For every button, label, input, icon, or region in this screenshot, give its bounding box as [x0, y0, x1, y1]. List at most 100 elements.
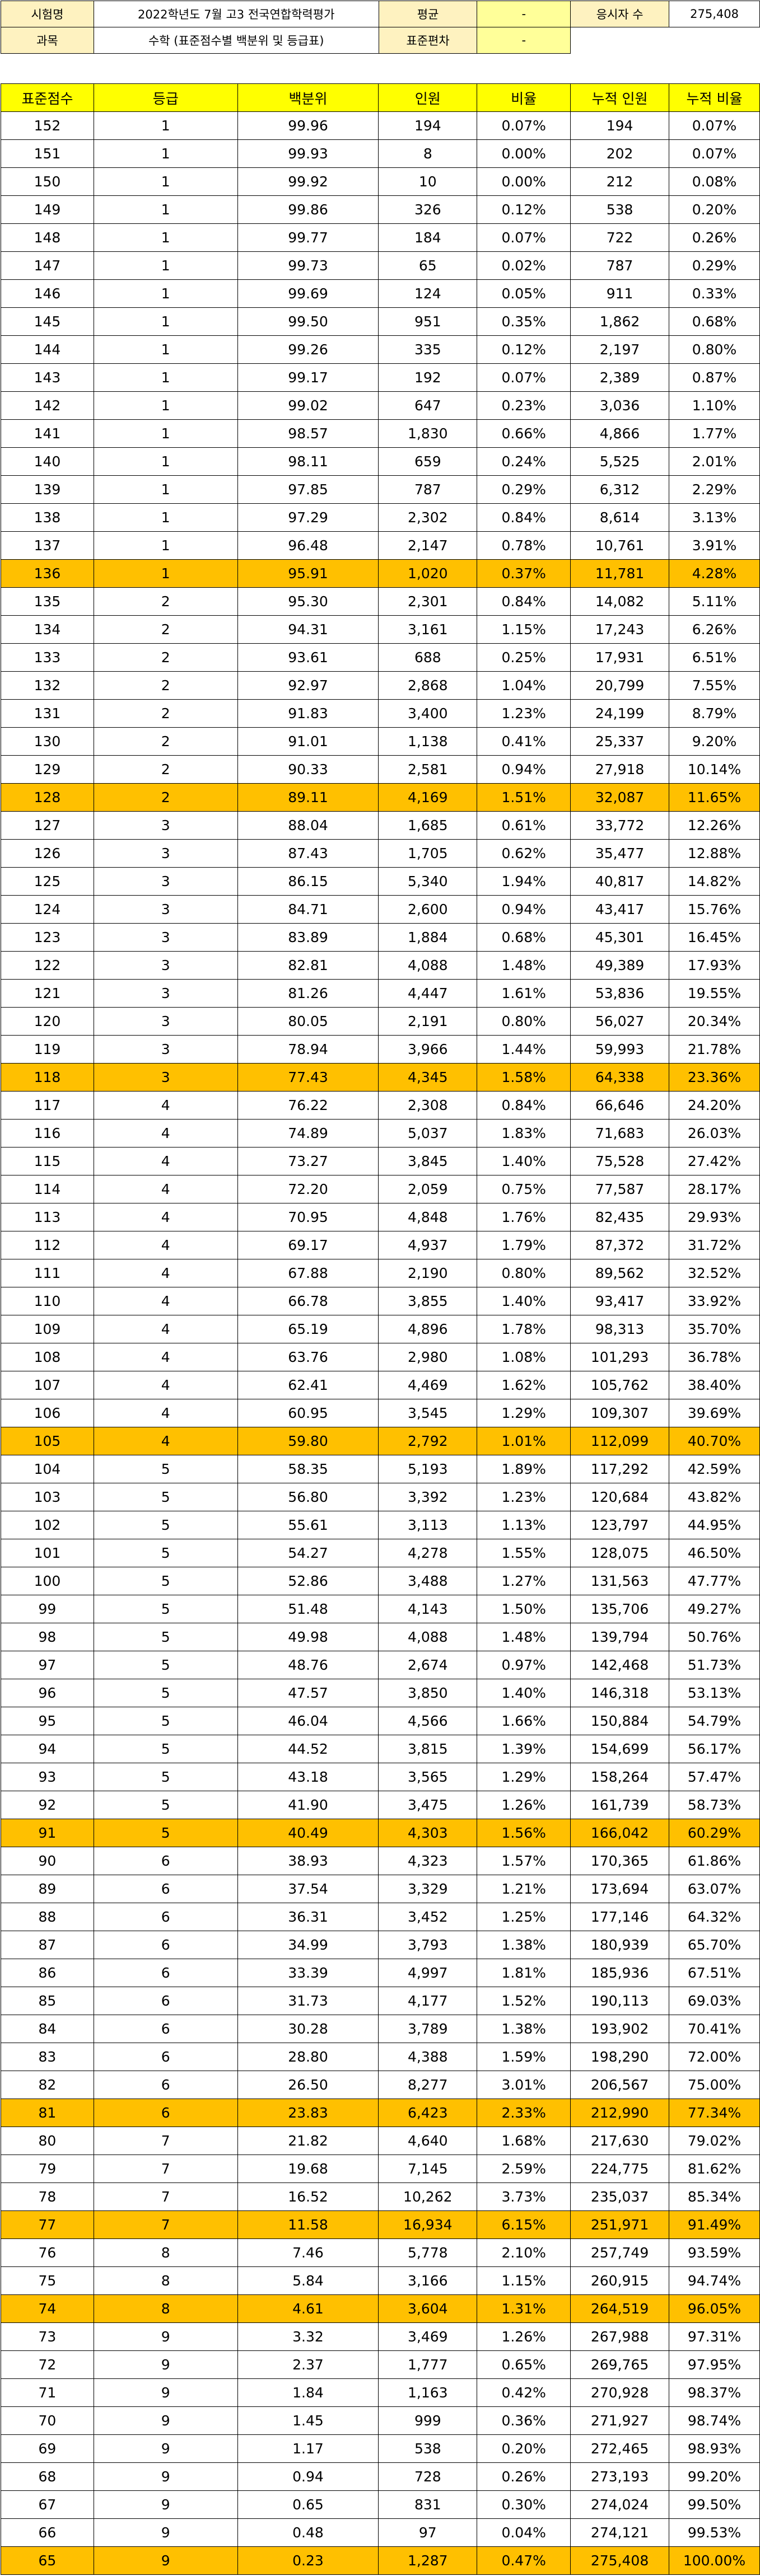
cell-ratio: 1.79%	[477, 1231, 571, 1259]
cell-cumulative-ratio: 47.77%	[669, 1567, 760, 1595]
cell-count: 192	[378, 363, 478, 392]
table-row: 71 9 1.84 1,163 0.42% 270,928 98.37%	[1, 2378, 760, 2407]
table-row: 141 1 98.57 1,830 0.66% 4,866 1.77%	[1, 419, 760, 448]
cell-cumulative-ratio: 3.13%	[669, 503, 760, 532]
standard-deviation-value: -	[477, 27, 571, 54]
cell-percentile: 98.57	[237, 419, 379, 448]
table-row: 114 4 72.20 2,059 0.75% 77,587 28.17%	[1, 1175, 760, 1203]
cell-grade: 5	[93, 1455, 238, 1483]
cell-count: 3,815	[378, 1735, 478, 1763]
header-cumulative-count: 누적 인원	[570, 83, 669, 112]
cell-percentile: 82.81	[237, 951, 379, 980]
cell-count: 335	[378, 335, 478, 364]
table-row: 68 9 0.94 728 0.26% 273,193 99.20%	[1, 2462, 760, 2491]
cell-cumulative-ratio: 61.86%	[669, 1847, 760, 1875]
cell-standard-score: 117	[1, 1091, 94, 1120]
cell-grade: 7	[93, 2182, 238, 2211]
exam-info-row-2: 과목 수학 (표준점수별 백분위 및 등급표) 표준편차 -	[1, 27, 760, 54]
cell-standard-score: 68	[1, 2462, 94, 2491]
exam-info-row-1: 시험명 2022학년도 7월 고3 전국연합학력평가 평균 - 응시자 수 27…	[1, 1, 760, 27]
header-count: 인원	[378, 83, 478, 112]
cell-cumulative-ratio: 0.87%	[669, 363, 760, 392]
cell-percentile: 3.32	[237, 2322, 379, 2351]
cell-grade: 6	[93, 1931, 238, 1959]
cell-cumulative-ratio: 27.42%	[669, 1147, 760, 1175]
cell-cumulative-count: 139,794	[570, 1623, 669, 1651]
cell-cumulative-count: 93,417	[570, 1287, 669, 1315]
cell-percentile: 44.52	[237, 1735, 379, 1763]
cell-percentile: 41.90	[237, 1791, 379, 1819]
cell-ratio: 1.89%	[477, 1455, 571, 1483]
cell-cumulative-count: 25,337	[570, 727, 669, 756]
table-row: 137 1 96.48 2,147 0.78% 10,761 3.91%	[1, 531, 760, 560]
table-row: 151 1 99.93 8 0.00% 202 0.07%	[1, 139, 760, 168]
cell-count: 2,581	[378, 755, 478, 784]
cell-cumulative-count: 161,739	[570, 1791, 669, 1819]
cell-standard-score: 143	[1, 363, 94, 392]
cell-cumulative-count: 4,866	[570, 419, 669, 448]
table-row: 121 3 81.26 4,447 1.61% 53,836 19.55%	[1, 979, 760, 1008]
cell-cumulative-count: 3,036	[570, 391, 669, 420]
cell-percentile: 47.57	[237, 1679, 379, 1707]
cell-grade: 1	[93, 419, 238, 448]
table-row: 140 1 98.11 659 0.24% 5,525 2.01%	[1, 447, 760, 476]
cell-cumulative-ratio: 51.73%	[669, 1651, 760, 1679]
cell-percentile: 99.77	[237, 223, 379, 252]
cell-cumulative-ratio: 53.13%	[669, 1679, 760, 1707]
table-row: 122 3 82.81 4,088 1.48% 49,389 17.93%	[1, 951, 760, 980]
cell-cumulative-count: 272,465	[570, 2434, 669, 2463]
table-row: 118 3 77.43 4,345 1.58% 64,338 23.36%	[1, 1063, 760, 1092]
cell-standard-score: 122	[1, 951, 94, 980]
cell-standard-score: 126	[1, 839, 94, 868]
cell-ratio: 1.58%	[477, 1063, 571, 1092]
cell-percentile: 99.69	[237, 279, 379, 308]
cell-cumulative-count: 166,042	[570, 1819, 669, 1847]
cell-standard-score: 111	[1, 1259, 94, 1287]
cell-ratio: 0.35%	[477, 307, 571, 336]
cell-percentile: 31.73	[237, 1987, 379, 2015]
table-row: 130 2 91.01 1,138 0.41% 25,337 9.20%	[1, 727, 760, 756]
exam-name-label: 시험명	[1, 1, 94, 27]
cell-percentile: 74.89	[237, 1119, 379, 1148]
cell-count: 3,161	[378, 615, 478, 644]
table-row: 119 3 78.94 3,966 1.44% 59,993 21.78%	[1, 1035, 760, 1064]
standard-deviation-label: 표준편차	[378, 27, 478, 54]
cell-cumulative-count: 1,862	[570, 307, 669, 336]
cell-count: 184	[378, 223, 478, 252]
examinees-value: 275,408	[669, 1, 760, 27]
cell-standard-score: 65	[1, 2546, 94, 2575]
table-row: 83 6 28.80 4,388 1.59% 198,290 72.00%	[1, 2043, 760, 2071]
table-row: 149 1 99.86 326 0.12% 538 0.20%	[1, 195, 760, 224]
cell-cumulative-ratio: 98.74%	[669, 2406, 760, 2435]
cell-standard-score: 141	[1, 419, 94, 448]
cell-cumulative-count: 11,781	[570, 559, 669, 588]
cell-ratio: 1.59%	[477, 2043, 571, 2071]
cell-percentile: 33.39	[237, 1959, 379, 1987]
cell-standard-score: 92	[1, 1791, 94, 1819]
table-row: 90 6 38.93 4,323 1.57% 170,365 61.86%	[1, 1847, 760, 1875]
cell-grade: 8	[93, 2238, 238, 2267]
cell-cumulative-count: 251,971	[570, 2210, 669, 2239]
cell-standard-score: 82	[1, 2071, 94, 2099]
cell-standard-score: 147	[1, 251, 94, 280]
cell-ratio: 1.68%	[477, 2127, 571, 2155]
cell-grade: 4	[93, 1427, 238, 1455]
cell-cumulative-ratio: 69.03%	[669, 1987, 760, 2015]
cell-count: 4,143	[378, 1595, 478, 1623]
cell-ratio: 1.76%	[477, 1203, 571, 1231]
cell-grade: 4	[93, 1315, 238, 1343]
cell-grade: 3	[93, 951, 238, 980]
cell-ratio: 1.40%	[477, 1287, 571, 1315]
cell-grade: 5	[93, 1735, 238, 1763]
table-row: 126 3 87.43 1,705 0.62% 35,477 12.88%	[1, 839, 760, 868]
cell-percentile: 62.41	[237, 1371, 379, 1399]
table-row: 152 1 99.96 194 0.07% 194 0.07%	[1, 111, 760, 140]
table-row: 129 2 90.33 2,581 0.94% 27,918 10.14%	[1, 755, 760, 784]
cell-ratio: 0.68%	[477, 923, 571, 952]
cell-cumulative-ratio: 98.37%	[669, 2378, 760, 2407]
cell-count: 3,966	[378, 1035, 478, 1064]
cell-cumulative-count: 17,243	[570, 615, 669, 644]
cell-cumulative-ratio: 0.07%	[669, 111, 760, 140]
cell-cumulative-ratio: 3.91%	[669, 531, 760, 560]
cell-standard-score: 124	[1, 895, 94, 924]
